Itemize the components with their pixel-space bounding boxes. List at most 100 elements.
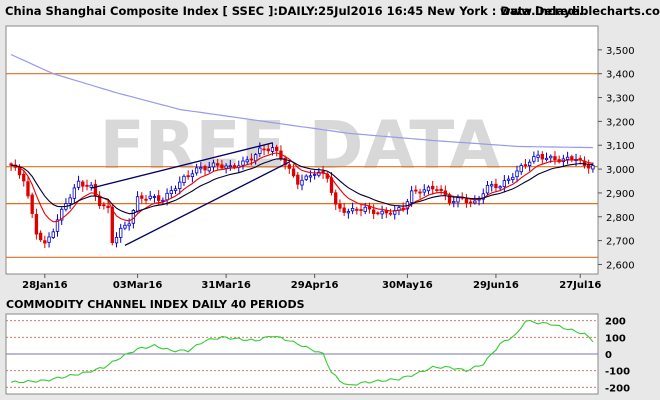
price-x-tick-label: 31Mar16 — [201, 280, 251, 291]
cci-y-tick-label: -100 — [605, 367, 630, 378]
trendlines — [91, 142, 290, 246]
candle — [372, 204, 376, 220]
price-x-tick-label: 29Apr16 — [291, 280, 339, 291]
price-y-tick-label: 3,500 — [606, 46, 635, 57]
candle — [72, 183, 77, 203]
candle — [186, 170, 190, 180]
cci-y-tick-label: 0 — [605, 350, 612, 361]
candle — [435, 185, 439, 193]
candle — [346, 208, 351, 219]
candle — [553, 151, 557, 165]
candle — [506, 175, 511, 185]
candle — [511, 172, 515, 184]
moving-averages — [11, 152, 593, 223]
candle — [106, 200, 110, 214]
candle — [338, 199, 342, 213]
candle — [38, 230, 43, 242]
candle — [515, 165, 519, 183]
candle — [258, 142, 262, 158]
candle — [43, 235, 47, 249]
candle — [89, 181, 93, 191]
candle — [199, 162, 203, 174]
candle — [342, 202, 346, 216]
candle — [119, 223, 123, 243]
candle — [452, 195, 456, 208]
candle — [144, 194, 148, 205]
candle — [190, 169, 195, 183]
cci-series — [10, 319, 594, 386]
candle — [485, 180, 490, 196]
price-y-tick-label: 3,200 — [606, 117, 635, 128]
price-y-tick-label: 3,300 — [606, 94, 635, 105]
candle — [22, 169, 26, 187]
candle — [34, 208, 39, 240]
cci-y-tick-label: 100 — [605, 333, 626, 344]
candle — [468, 199, 473, 208]
candle — [532, 151, 536, 164]
cci-reference-lines — [6, 320, 598, 388]
cci-y-tick-label: -200 — [605, 383, 630, 394]
candle — [523, 158, 528, 169]
cci-y-tick-label: 200 — [605, 317, 626, 328]
cci-title: COMMODITY CHANNEL INDEX DAILY 40 PERIODS — [6, 298, 305, 311]
cci-line — [10, 319, 594, 386]
candle — [203, 164, 207, 176]
candle — [291, 164, 296, 178]
candle — [540, 151, 544, 165]
site-label[interactable]: www.incrediblecharts.com — [500, 4, 660, 18]
price-x-tick-label: 30May16 — [382, 280, 433, 291]
candle — [60, 207, 64, 225]
price-y-tick-label: 3,400 — [606, 70, 635, 81]
candle — [123, 221, 127, 231]
candle — [194, 163, 199, 176]
price-x-tick-label: 28Jan16 — [22, 280, 67, 291]
candle — [426, 185, 431, 195]
candle — [275, 144, 279, 157]
price-y-tick-label: 2,800 — [606, 213, 635, 224]
price-y-tick-label: 3,000 — [606, 165, 635, 176]
candle — [85, 179, 89, 191]
candle — [241, 156, 245, 170]
candle — [355, 206, 359, 215]
price-y-tick-label: 2,700 — [606, 237, 635, 248]
price-x-tick-label: 27Jul16 — [559, 280, 601, 291]
candle — [384, 207, 388, 219]
candle — [81, 180, 85, 192]
candle — [169, 185, 173, 198]
price-y-tick-label: 3,100 — [606, 141, 635, 152]
candle — [253, 153, 258, 165]
candle — [334, 189, 338, 210]
candle — [173, 185, 178, 195]
candle — [245, 156, 249, 165]
candle — [283, 155, 287, 170]
candle — [439, 185, 443, 195]
candle — [102, 201, 106, 210]
cci-y-axis: 200 100 0 -100 -200 — [605, 317, 630, 395]
candle — [207, 161, 211, 173]
candle — [161, 197, 165, 204]
candle — [431, 180, 435, 195]
candle — [494, 178, 498, 192]
candle — [110, 204, 114, 246]
ma-long-line — [10, 54, 593, 149]
candle — [350, 202, 355, 215]
candle — [380, 205, 384, 219]
candle — [51, 228, 55, 240]
price-y-tick-label: 2,600 — [606, 260, 635, 271]
candle — [152, 194, 157, 203]
candle — [304, 174, 308, 181]
price-plot-area — [5, 25, 599, 275]
candle — [519, 163, 523, 175]
candle — [216, 158, 220, 171]
candle — [30, 192, 34, 218]
candle — [148, 190, 152, 201]
chart-title: China Shanghai Composite Index [ SSEC ]:… — [5, 4, 588, 18]
candle — [76, 175, 81, 191]
candle — [296, 171, 300, 190]
candle — [414, 185, 418, 194]
trendline — [124, 161, 290, 246]
candle — [422, 184, 426, 196]
price-y-tick-label: 2,900 — [606, 189, 635, 200]
long-moving-average — [10, 54, 593, 149]
